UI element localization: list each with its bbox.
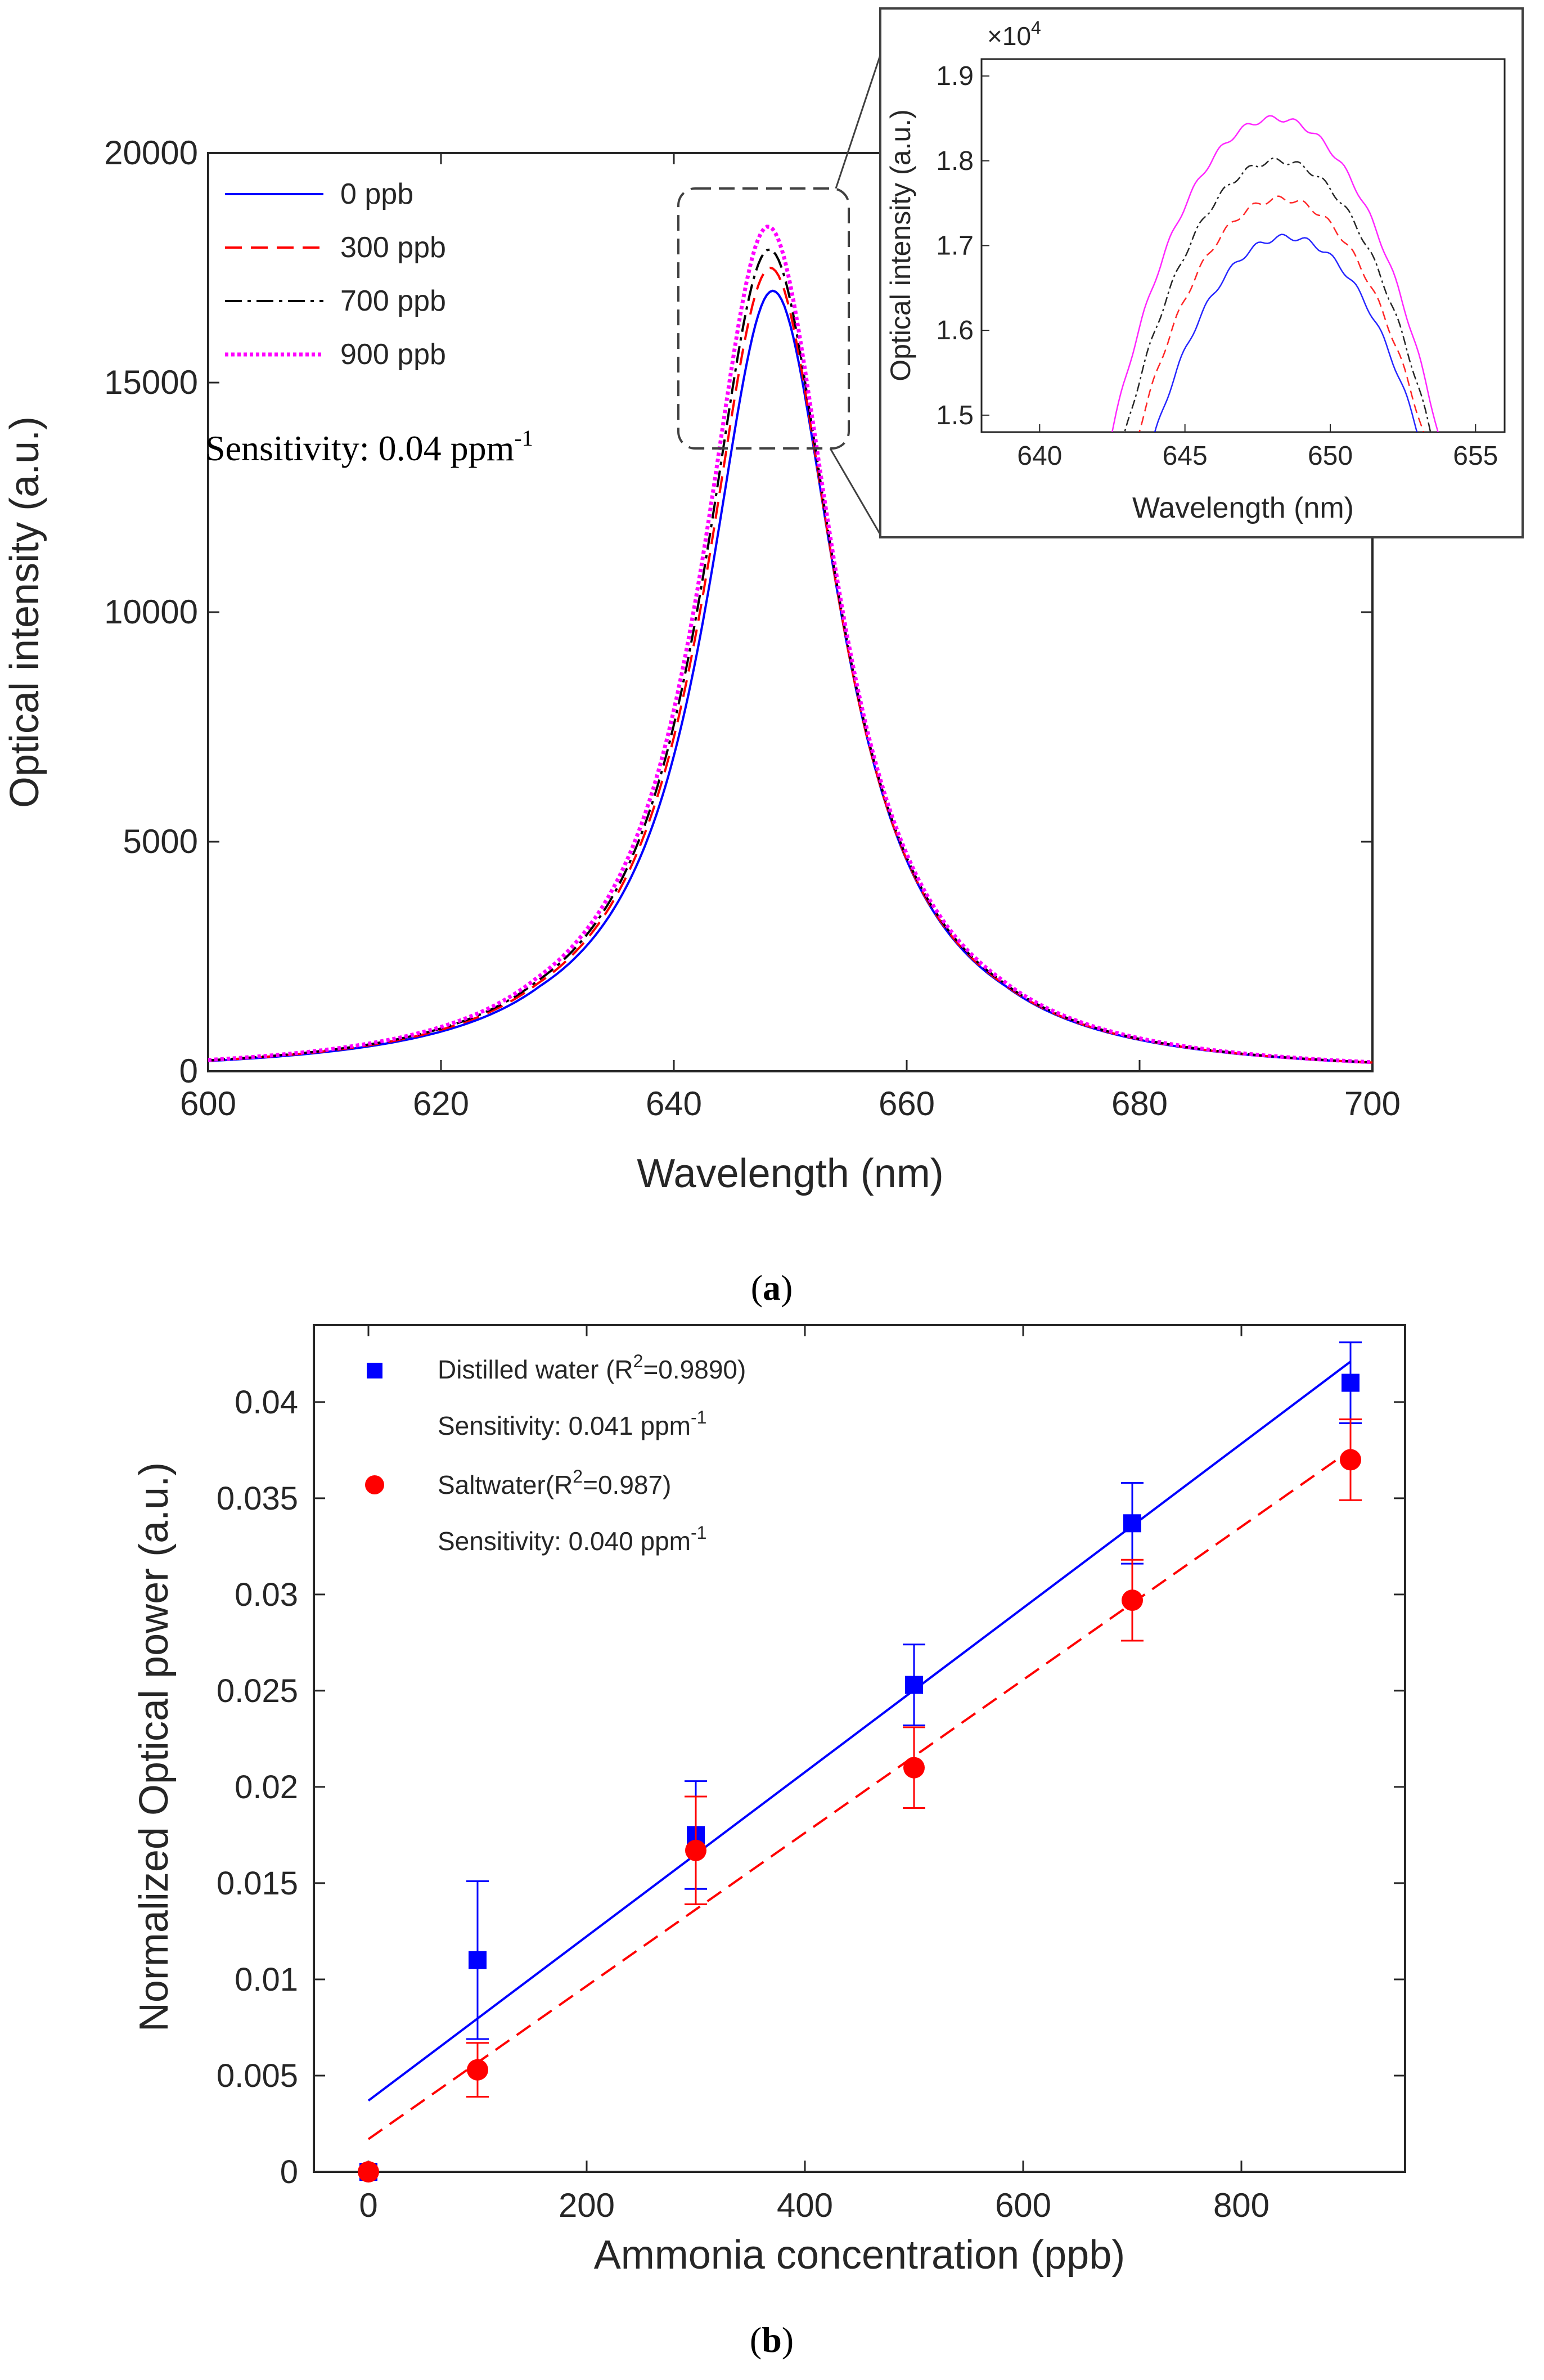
panel-b-caption: (b) [750,2320,794,2360]
legend-sensitivity-saltwater: Sensitivity: 0.040 ppm-1 [438,1523,706,1556]
b-y-tick-label-0.04: 0.04 [235,1384,298,1421]
x-tick-label-680: 680 [1111,1085,1168,1122]
data-point-saltwater-900 [1340,1449,1361,1471]
panel-a-y-axis-label: Optical intensity (a.u.) [2,416,47,808]
inset-y-tick-label-1.8: 1.8 [936,146,974,176]
b-x-tick-label-200: 200 [559,2186,615,2224]
legend-sensitivity-distilled-water: Sensitivity: 0.041 ppm-1 [438,1407,706,1440]
inset-series-line-0-ppb [1154,233,1418,432]
panel-a-legend: 0 ppb 300 ppb 700 ppb 900 ppb [225,178,446,371]
inset-series-line-900-ppb [1111,115,1439,432]
legend-label-saltwater: Saltwater(R2=0.987) [438,1466,671,1499]
y-tick-label-5000: 5000 [123,823,198,860]
legend-marker-distilled-water [367,1363,382,1378]
b-x-tick-label-0: 0 [359,2186,377,2224]
fit-line-distilled-water [367,1360,1352,2102]
sensitivity-annotation: Sensitivity: 0.04 ppm-1 [205,425,533,468]
y-tick-label-0: 0 [179,1052,198,1090]
legend-label-900ppb: 900 ppb [340,338,446,371]
inset-y-tick-label-1.9: 1.9 [936,61,974,91]
legend-label-distilled-water: Distilled water (R2=0.9890) [438,1351,746,1384]
legend-marker-saltwater [365,1475,384,1494]
inset-x-axis-label: Wavelength (nm) [1132,492,1354,524]
fit-line-saltwater [367,1449,1352,2140]
inset-series-line-300-ppb [1138,195,1425,432]
series-line-900-ppb [208,224,1373,1065]
y-tick-label-15000: 15000 [104,363,198,401]
inset-zoom-chart: 640 645 650 655 1.5 1.6 1.7 1.8 1.9 ×104 Wavelen… [879,7,1524,538]
x-tick-label-660: 660 [879,1085,935,1122]
data-point-saltwater-300 [685,1839,706,1861]
inset-y-tick-label-1.7: 1.7 [936,231,974,261]
b-x-tick-label-600: 600 [995,2186,1051,2224]
panel-a-chart: 600 620 640 660 680 700 0 5000 10000 15000 20000 0… [2,7,1524,1308]
b-y-tick-label-0: 0 [280,2154,298,2190]
zoom-connector-top [835,55,881,189]
y-tick-label-10000: 10000 [104,593,198,631]
panel-a-x-axis-label: Wavelength (nm) [637,1151,944,1196]
b-y-tick-label-0.02: 0.02 [235,1769,298,1806]
data-point-saltwater-100 [467,2059,488,2081]
panel-b-plot-area [313,1324,1406,2173]
zoom-region-box [677,187,850,450]
inset-ticks: 640 645 650 655 1.5 1.6 1.7 1.8 1.9 [936,61,1498,471]
inset-x-tick-label-655: 655 [1453,441,1498,471]
panel-b-chart: 0 200 400 600 800 0 0.005 0.01 0.015 0.02 0.025 0.0… [132,1324,1406,2360]
legend-label-700ppb: 700 ppb [340,285,446,317]
b-y-tick-label-0.005: 0.005 [217,2058,298,2094]
inset-y-multiplier: ×104 [987,17,1041,51]
legend-label-0ppb: 0 ppb [340,178,413,210]
inset-series-line-700-ppb [1124,157,1432,432]
inset-x-tick-label-640: 640 [1017,441,1062,471]
data-point-saltwater-0 [358,2161,379,2183]
panel-a-caption: (a) [751,1268,793,1308]
data-point-distilled-900 [1342,1373,1360,1392]
x-tick-label-700: 700 [1344,1085,1401,1122]
data-point-saltwater-700 [1122,1589,1143,1611]
x-tick-label-620: 620 [413,1085,469,1122]
panel-a-series-lines [208,224,1373,1065]
legend-label-300ppb: 300 ppb [340,231,446,264]
b-y-tick-label-0.035: 0.035 [217,1480,298,1517]
inset-x-tick-label-645: 645 [1163,441,1208,471]
panel-b-x-axis-label: Ammonia concentration (ppb) [594,2233,1125,2278]
panel-b-ticks: 0 200 400 600 800 0 0.005 0.01 0.015 0.02 0.025 0.0… [217,1325,1405,2224]
x-tick-label-600: 600 [180,1085,236,1122]
data-point-distilled-700 [1123,1514,1141,1533]
panel-b-legend: Distilled water (R2=0.9890) Sensitivity:… [365,1351,746,1556]
panel-b-data-points [358,1341,1362,2183]
data-point-distilled-500 [905,1676,923,1694]
inset-series-lines [1111,115,1439,432]
b-x-tick-label-400: 400 [777,2186,833,2224]
b-y-tick-label-0.01: 0.01 [235,1961,298,1998]
zoom-connector-bottom [829,448,881,535]
b-x-tick-label-800: 800 [1213,2186,1270,2224]
panel-a-ticks: 600 620 640 660 680 700 0 5000 10000 15000 20000 [104,134,1401,1122]
inset-plot-area [980,58,1506,433]
b-y-tick-label-0.015: 0.015 [217,1865,298,1902]
inset-y-tick-label-1.5: 1.5 [936,401,974,430]
x-tick-label-640: 640 [646,1085,702,1122]
b-y-tick-label-0.025: 0.025 [217,1673,298,1709]
panel-b-fit-lines [367,1360,1352,2140]
y-tick-label-20000: 20000 [104,134,198,172]
inset-y-tick-label-1.6: 1.6 [936,316,974,345]
data-point-saltwater-500 [903,1757,925,1779]
inset-x-tick-label-650: 650 [1308,441,1353,471]
data-point-distilled-100 [469,1951,487,1969]
panel-b-y-axis-label: Normalized Optical power (a.u.) [132,1462,177,2032]
inset-y-axis-label: Optical intensity (a.u.) [885,109,916,381]
b-y-tick-label-0.03: 0.03 [235,1577,298,1613]
